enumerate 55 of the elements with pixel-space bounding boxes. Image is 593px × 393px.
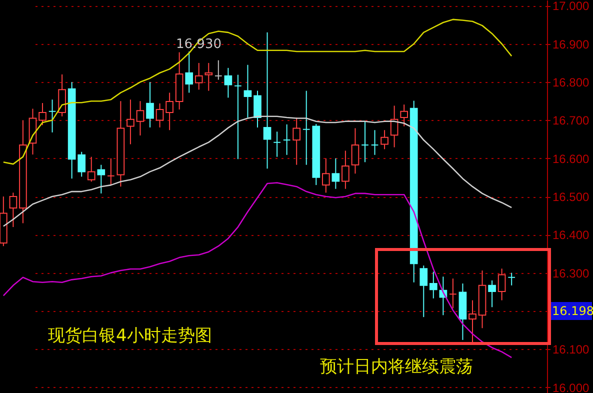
line-series [2, 18, 512, 165]
y-tick-label: 16.500 [552, 190, 590, 204]
y-tick-label: 16.000 [552, 380, 590, 393]
candlestick [302, 90, 310, 166]
y-tick-label: 16.900 [552, 37, 590, 52]
candlestick [87, 156, 96, 182]
candlestick [194, 62, 203, 90]
y-tick-label: 16.300 [552, 266, 590, 280]
candlestick [204, 62, 213, 92]
y-tick-label: 17.000 [552, 0, 590, 14]
candlestick [351, 128, 360, 174]
y-tick-label: 16.600 [552, 152, 590, 166]
annotation: 预计日内将继续震荡 [320, 357, 473, 377]
candlestick [156, 102, 164, 128]
candlestick [136, 100, 144, 136]
candlestick [400, 104, 408, 127]
candlestick [48, 99, 56, 133]
candlestick [468, 300, 476, 344]
candlestick [498, 268, 506, 301]
candlestick [97, 164, 106, 194]
candlestick [106, 158, 115, 186]
y-tick-label: 16.400 [552, 228, 590, 242]
candlestick [292, 117, 301, 166]
candlestick [254, 90, 262, 128]
candlestick [126, 99, 134, 145]
candlestick [146, 82, 154, 128]
candlestick [429, 271, 438, 299]
candlestick [214, 60, 222, 80]
candlestick [38, 102, 46, 126]
y-tick-label: 16.100 [552, 342, 590, 357]
candlestick [342, 150, 350, 190]
candlestick [58, 74, 66, 117]
candlestick [185, 51, 194, 94]
y-tick-label: 16.700 [552, 114, 590, 128]
line-series [2, 182, 512, 358]
candlestick [9, 192, 18, 228]
candlestick [322, 158, 330, 194]
candlestick [282, 124, 291, 156]
candlestick [488, 280, 496, 308]
candlestick [380, 130, 388, 150]
candlestick [263, 32, 272, 170]
candlestick [370, 130, 379, 156]
candlestick [166, 92, 174, 131]
annotation: 现货白银4小时走势图 [48, 326, 212, 346]
candlestick [234, 74, 242, 160]
candlestick [508, 272, 516, 286]
candlestick [78, 151, 86, 178]
candlestick [420, 265, 428, 318]
candlestick [449, 278, 457, 309]
candlestick [244, 64, 252, 118]
candlestick [332, 158, 340, 190]
y-tick-label: 16.800 [552, 76, 590, 90]
candlestick [273, 131, 281, 158]
candlestick [361, 120, 369, 163]
candlestick [224, 67, 232, 98]
